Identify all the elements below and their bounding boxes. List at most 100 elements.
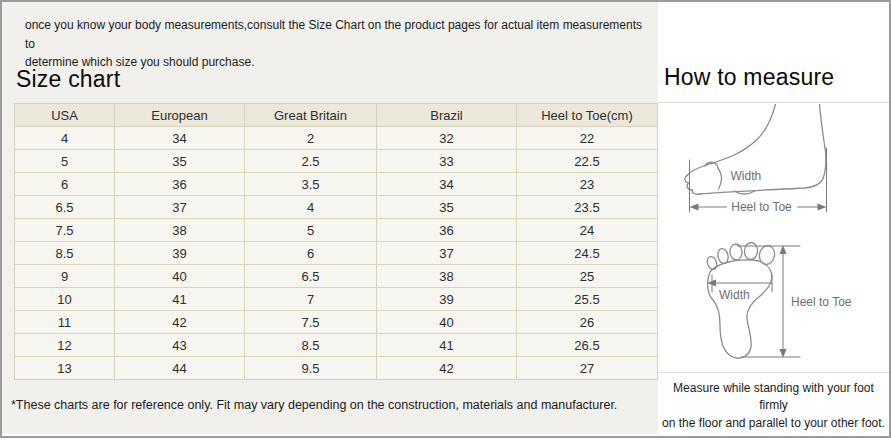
intro-text: once you know your body measurements,con…	[25, 16, 650, 72]
sole-length-label: Heel to Toe	[791, 295, 852, 309]
table-cell: 35	[115, 150, 245, 173]
size-chart-page: once you know your body measurements,con…	[0, 0, 891, 444]
divider-under-title	[658, 102, 889, 103]
table-cell: 41	[377, 334, 517, 357]
table-cell: 3.5	[245, 173, 377, 196]
table-cell: 39	[377, 288, 517, 311]
table-cell: 33	[377, 150, 517, 173]
table-row: 5352.53322.5	[15, 150, 658, 173]
table-row: 9406.53825	[15, 265, 658, 288]
table-row: 6363.53423	[15, 173, 658, 196]
table-cell: 24	[517, 219, 658, 242]
table-cell: 36	[377, 219, 517, 242]
sole-toe-5	[758, 244, 776, 265]
table-cell: 6	[15, 173, 115, 196]
foot-side-toe-joint	[705, 162, 722, 189]
foot-side-toes	[685, 175, 700, 194]
table-row: 8.53963724.5	[15, 242, 658, 265]
table-cell: 6.5	[245, 265, 377, 288]
table-cell: 8.5	[15, 242, 115, 265]
table-cell: 7.5	[245, 311, 377, 334]
table-cell: 40	[377, 311, 517, 334]
foot-side-diagram: Width Heel to Toe	[663, 104, 881, 216]
table-cell: 35	[377, 196, 517, 219]
table-cell: 26	[517, 311, 658, 334]
table-cell: 42	[377, 357, 517, 380]
table-cell: 9.5	[245, 357, 377, 380]
intro-line-1: once you know your body measurements,con…	[25, 18, 642, 51]
size-chart-title: Size chart	[16, 66, 120, 93]
table-cell: 24.5	[517, 242, 658, 265]
table-cell: 2.5	[245, 150, 377, 173]
size-table-body: 434232225352.53322.56363.534236.53743523…	[15, 127, 658, 380]
table-cell: 10	[15, 288, 115, 311]
table-cell: 36	[115, 173, 245, 196]
table-cell: 22.5	[517, 150, 658, 173]
side-arrow-left	[690, 204, 699, 211]
table-row: 104173925.5	[15, 288, 658, 311]
table-cell: 4	[15, 127, 115, 150]
column-header: Heel to Toe(cm)	[517, 104, 658, 127]
table-cell: 34	[377, 173, 517, 196]
table-cell: 6.5	[15, 196, 115, 219]
table-row: 12438.54126.5	[15, 334, 658, 357]
column-header: Brazil	[377, 104, 517, 127]
table-cell: 7.5	[15, 219, 115, 242]
footnote: *These charts are for reference only. Fi…	[11, 398, 651, 412]
table-cell: 25.5	[517, 288, 658, 311]
table-cell: 37	[377, 242, 517, 265]
table-cell: 2	[245, 127, 377, 150]
size-chart-panel: once you know your body measurements,con…	[2, 2, 658, 434]
table-cell: 44	[115, 357, 245, 380]
sole-toe-4	[744, 242, 758, 260]
measure-note-line-2: on the floor and parallel to your other …	[662, 416, 885, 430]
table-row: 43423222	[15, 127, 658, 150]
table-cell: 34	[115, 127, 245, 150]
column-header: Great Britain	[245, 104, 377, 127]
how-to-measure-panel: How to measure Width Heel to Toe	[658, 2, 889, 434]
table-cell: 43	[115, 334, 245, 357]
how-to-measure-title: How to measure	[664, 64, 834, 91]
sole-toe-1	[706, 255, 719, 270]
table-cell: 11	[15, 311, 115, 334]
measure-note: Measure while standing with your foot fi…	[658, 380, 889, 432]
table-cell: 9	[15, 265, 115, 288]
table-cell: 32	[377, 127, 517, 150]
table-cell: 23.5	[517, 196, 658, 219]
measure-note-line-1: Measure while standing with your foot fi…	[673, 381, 874, 412]
column-header: USA	[15, 104, 115, 127]
table-cell: 7	[245, 288, 377, 311]
table-cell: 39	[115, 242, 245, 265]
table-cell: 12	[15, 334, 115, 357]
table-row: 7.53853624	[15, 219, 658, 242]
foot-side-outline	[688, 104, 776, 175]
size-table: USAEuropeanGreat BritainBrazilHeel to To…	[14, 103, 658, 380]
table-cell: 25	[517, 265, 658, 288]
table-row: 11427.54026	[15, 311, 658, 334]
side-arrow-right	[818, 204, 827, 211]
table-cell: 42	[115, 311, 245, 334]
table-cell: 5	[245, 219, 377, 242]
size-table-head-row: USAEuropeanGreat BritainBrazilHeel to To…	[15, 104, 658, 127]
side-width-label: Width	[731, 169, 762, 183]
table-cell: 23	[517, 173, 658, 196]
table-cell: 38	[377, 265, 517, 288]
table-cell: 8.5	[245, 334, 377, 357]
table-cell: 26.5	[517, 334, 658, 357]
table-cell: 5	[15, 150, 115, 173]
foot-side-sole-heel	[700, 104, 826, 194]
table-row: 13449.54227	[15, 357, 658, 380]
table-cell: 40	[115, 265, 245, 288]
table-cell: 4	[245, 196, 377, 219]
side-length-label: Heel to Toe	[731, 200, 792, 214]
table-cell: 38	[115, 219, 245, 242]
column-header: European	[115, 104, 245, 127]
table-row: 6.53743523.5	[15, 196, 658, 219]
foot-sole-diagram: Width Heel to Toe	[698, 242, 876, 366]
table-cell: 6	[245, 242, 377, 265]
sole-outline	[708, 260, 772, 358]
sole-width-label: Width	[719, 288, 750, 302]
table-cell: 37	[115, 196, 245, 219]
table-cell: 27	[517, 357, 658, 380]
table-cell: 41	[115, 288, 245, 311]
